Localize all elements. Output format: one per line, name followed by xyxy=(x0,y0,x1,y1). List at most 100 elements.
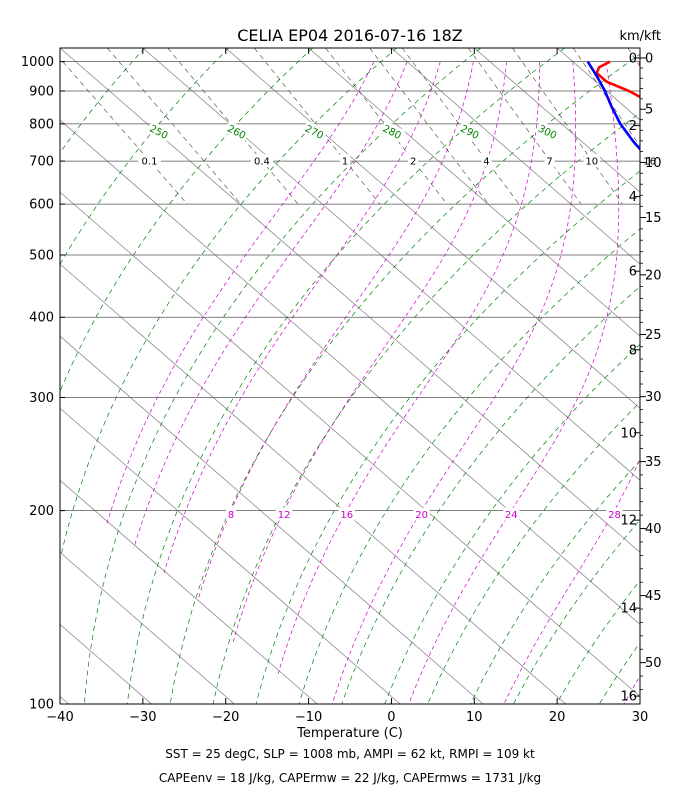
dry-adiabat-line xyxy=(60,48,229,266)
moist-adiabat-label: 20 xyxy=(413,507,430,521)
dry-adiabat-line xyxy=(212,112,640,704)
km-tick-label: 10 xyxy=(620,426,637,441)
dry-adiabat-label-backing xyxy=(379,120,406,143)
mixing-ratio-label-backing xyxy=(544,154,555,168)
mixing-ratio-line xyxy=(107,48,242,205)
mixing-ratio-label: 10 xyxy=(583,154,600,168)
mixing-ratio-line xyxy=(60,58,188,205)
pressure-tick-label: 700 xyxy=(29,155,54,170)
kft-tick-label: 45 xyxy=(645,589,662,604)
isotherm-line xyxy=(60,191,640,697)
moist-adiabat-label-backing xyxy=(275,507,293,521)
isotherm-line xyxy=(225,48,640,409)
moist-adiabat-line xyxy=(106,61,375,526)
km-tick-label: 0 xyxy=(629,51,637,66)
mixing-ratio-label: 0.4 xyxy=(250,154,274,168)
pressure-tick-label: 400 xyxy=(29,311,54,326)
mixing-ratio-label: 2 xyxy=(408,154,419,168)
height-axis: 0 2 4 6 8 10 12 14 16 0 5 10 15 20 25 30 35 40 45 50 xyxy=(620,51,661,704)
isotherm-line xyxy=(60,119,640,625)
mixing-ratio-label-text: 1 xyxy=(342,157,348,168)
moist-adiabat-label: 16 xyxy=(338,507,355,521)
kft-tick-label: 40 xyxy=(645,522,662,537)
moist-adiabat-line xyxy=(232,61,507,642)
km-tick-label: 4 xyxy=(629,190,637,205)
moist-adiabat-line xyxy=(197,61,474,601)
km-tick-label: 6 xyxy=(629,265,637,280)
mixing-ratio-label-text: 0.4 xyxy=(254,157,270,168)
moist-adiabat-labels: 8121620242832 xyxy=(226,507,623,521)
moist-adiabat-label-backing xyxy=(413,507,430,521)
mixing-ratio-label-text: 16 xyxy=(643,157,656,168)
mixing-ratio-line xyxy=(572,48,640,147)
dry-adiabat-line xyxy=(169,53,640,704)
isotherm-line xyxy=(60,551,235,704)
footer-line-1: SST = 25 degC, SLP = 1008 mb, AMPI = 62 … xyxy=(165,747,535,761)
kft-tick-label: 20 xyxy=(645,268,662,283)
moist-adiabat-label-backing xyxy=(338,507,355,521)
dry-adiabat-line xyxy=(60,48,397,562)
moist-adiabat-line xyxy=(133,61,408,548)
isotherm-line xyxy=(391,48,640,265)
isotherm-line xyxy=(60,407,401,704)
pressure-tick-label: 500 xyxy=(29,248,54,263)
moist-adiabat-label-text: 20 xyxy=(415,510,428,521)
isotherm-line xyxy=(60,48,640,553)
pressure-tick-label: 800 xyxy=(29,117,54,132)
mixing-ratio-label: 4 xyxy=(481,154,492,168)
kft-tick-label: 50 xyxy=(645,656,662,671)
moist-adiabat-label-text: 28 xyxy=(608,510,621,521)
x-tick-label: −40 xyxy=(46,710,73,725)
x-tick-label: −30 xyxy=(129,710,156,725)
moist-adiabat-label-backing xyxy=(503,507,520,521)
moist-adiabat-line xyxy=(332,61,577,704)
moist-adiabat-label-backing xyxy=(226,507,237,521)
x-tick-label: 20 xyxy=(549,710,566,725)
mixing-ratio-label-text: 4 xyxy=(483,157,489,168)
mixing-ratio-label-text: 0.1 xyxy=(142,157,158,168)
km-tick-label: 12 xyxy=(620,514,637,529)
dry-adiabat-line xyxy=(83,48,481,704)
pressure-tick-label: 300 xyxy=(29,391,54,406)
km-tick-label: 8 xyxy=(629,343,637,358)
x-tick-label: −10 xyxy=(295,710,322,725)
dry-adiabat-line xyxy=(341,286,640,704)
pressure-tick-label: 900 xyxy=(29,85,54,100)
dry-adiabat-label-backing xyxy=(146,120,173,143)
moist-adiabat-label-backing xyxy=(606,507,623,521)
right-axis-unit-label: km/kft xyxy=(619,29,661,44)
kft-tick-label: 35 xyxy=(645,455,662,470)
mixing-ratio-label-backing xyxy=(339,154,351,168)
moist-adiabat-label-text: 12 xyxy=(278,510,291,521)
x-tick-label: 0 xyxy=(387,710,395,725)
mixing-ratio-label-text: 2 xyxy=(410,157,416,168)
moist-adiabat-label-text: 16 xyxy=(340,510,353,521)
x-tick-label: 30 xyxy=(632,710,649,725)
dewpoint-profile-line xyxy=(586,60,640,151)
dry-adiabat-label-backing xyxy=(534,120,561,143)
dry-adiabat-label-backing xyxy=(223,120,250,143)
mixing-ratio-label: 7 xyxy=(544,154,555,168)
mixing-ratio-label-backing xyxy=(641,154,658,168)
moist-adiabat-label: 12 xyxy=(275,507,293,521)
mixing-ratio-label: 16 xyxy=(641,154,658,168)
mixing-ratio-label-backing xyxy=(408,154,419,168)
kft-tick-label: 5 xyxy=(645,103,653,118)
mixing-ratio-label: 1 xyxy=(339,154,351,168)
chart-title: CELIA EP04 2016-07-16 18Z xyxy=(237,26,463,45)
pressure-tick-label: 600 xyxy=(29,198,54,213)
dry-adiabat-label-backing xyxy=(301,120,328,143)
x-tick-label: −20 xyxy=(212,710,239,725)
dry-adiabat-line xyxy=(427,401,640,704)
moist-adiabat-label-text: 8 xyxy=(228,510,234,521)
km-tick-label: 14 xyxy=(620,602,637,617)
pressure-tick-label: 200 xyxy=(29,504,54,519)
moist-adiabat-label: 28 xyxy=(606,507,623,521)
kft-tick-label: 10 xyxy=(645,156,662,171)
pressure-tick-label: 100 xyxy=(29,698,54,713)
mixing-ratio-line xyxy=(512,48,623,205)
sounding-profiles xyxy=(586,60,640,151)
isotherm-line xyxy=(60,335,484,704)
